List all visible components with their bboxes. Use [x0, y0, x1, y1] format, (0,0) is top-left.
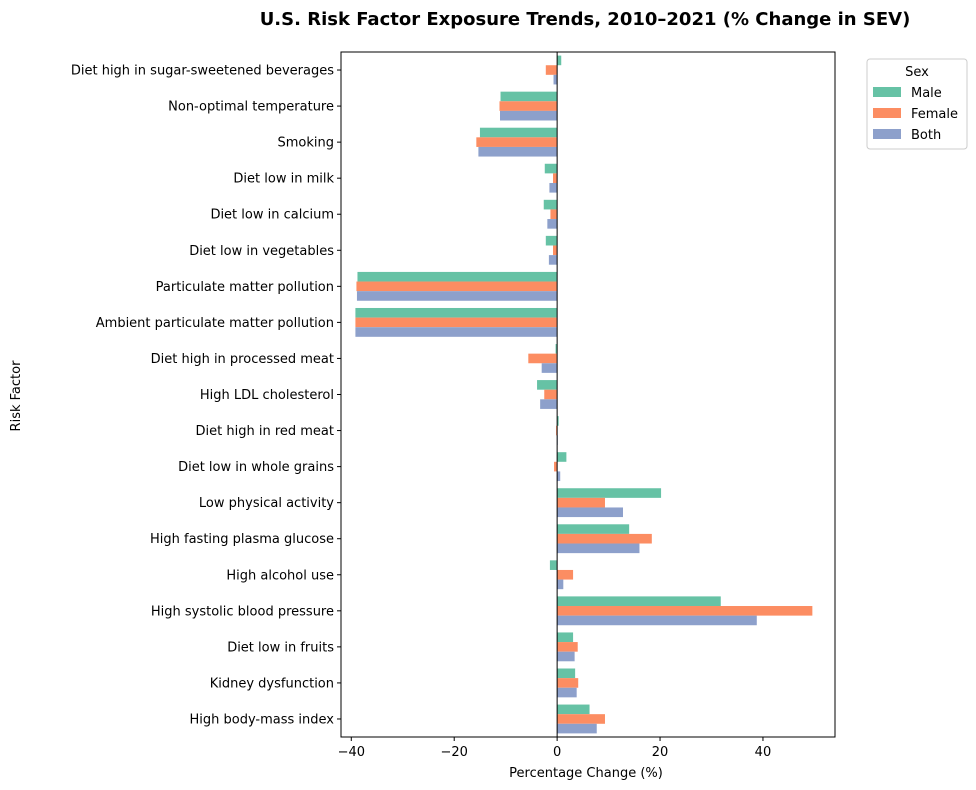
y-tick-label: Low physical activity	[199, 496, 334, 511]
plot-frame	[340, 51, 836, 738]
bar-female-11	[554, 461, 558, 472]
axes-layer: Diet high in sugar-sweetened beverages No…	[71, 51, 836, 760]
bar-male-2	[479, 127, 558, 138]
y-tick-label: High fasting plasma glucose	[150, 532, 334, 547]
bar-both-6	[356, 291, 558, 301]
legend-swatch-both	[873, 129, 901, 139]
bar-female-1	[499, 101, 558, 111]
bar-both-18	[557, 723, 597, 734]
y-tick-label: Non-optimal temperature	[168, 100, 334, 115]
bar-female-17	[557, 678, 579, 688]
legend-swatch-female	[873, 108, 901, 118]
bar-male-0	[557, 55, 562, 66]
y-tick-label: Kidney dysfunction	[210, 676, 334, 691]
bar-female-6	[356, 281, 558, 292]
bar-female-9	[544, 389, 558, 400]
y-tick-label: High LDL cholesterol	[200, 388, 334, 403]
bar-female-10	[556, 425, 558, 436]
bar-both-13	[557, 543, 640, 554]
bar-male-13	[557, 524, 630, 534]
bar-male-9	[537, 380, 558, 390]
bar-female-15	[557, 606, 813, 616]
bar-both-1	[500, 110, 558, 121]
bar-female-5	[553, 245, 558, 256]
bar-both-8	[541, 363, 558, 373]
bar-male-11	[557, 452, 567, 462]
bar-female-0	[545, 65, 558, 75]
bar-female-18	[557, 714, 605, 724]
y-axis-label: Risk Factor	[9, 360, 24, 432]
legend-box	[866, 58, 968, 150]
bar-female-4	[550, 209, 558, 220]
bar-female-12	[557, 497, 605, 508]
y-tick-label: Diet high in processed meat	[151, 352, 334, 367]
bar-male-12	[557, 488, 662, 498]
bar-male-4	[543, 199, 558, 210]
y-tick-label: Diet high in sugar-sweetened beverages	[71, 64, 334, 79]
x-tick-label: 40	[755, 745, 772, 760]
bar-male-1	[500, 91, 558, 102]
chart-title: U.S. Risk Factor Exposure Trends, 2010–2…	[260, 9, 911, 30]
y-tick-label: Diet low in whole grains	[178, 460, 334, 475]
bar-both-7	[355, 327, 558, 337]
bar-male-7	[355, 307, 558, 318]
legend-title: Sex	[905, 65, 929, 80]
bar-female-3	[553, 173, 558, 183]
bar-male-18	[557, 704, 590, 715]
bar-both-5	[548, 255, 558, 265]
legend-swatch-male	[873, 87, 901, 97]
bars-layer	[355, 55, 813, 734]
bar-both-15	[557, 615, 757, 626]
legend-label-male: Male	[911, 86, 942, 101]
bar-both-9	[540, 399, 558, 409]
y-tick-label: Diet low in calcium	[210, 208, 334, 223]
y-tick-label: Diet low in fruits	[227, 640, 334, 655]
x-tick-label: 20	[652, 745, 669, 760]
bar-male-8	[555, 344, 558, 354]
bar-male-15	[557, 596, 721, 607]
bar-male-5	[545, 235, 558, 246]
bar-both-14	[557, 579, 564, 590]
y-tick-label: Particulate matter pollution	[156, 280, 334, 295]
bar-male-16	[557, 632, 574, 643]
bar-both-3	[549, 182, 558, 193]
y-tick-label: High systolic blood pressure	[151, 604, 334, 619]
legend-label-female: Female	[911, 107, 958, 122]
x-tick-label: 0	[553, 745, 561, 760]
bar-male-3	[544, 163, 558, 174]
bar-male-6	[357, 271, 558, 282]
bar-female-7	[355, 317, 558, 328]
y-tick-label: High alcohol use	[226, 568, 334, 583]
bar-both-16	[557, 651, 575, 662]
bar-both-17	[557, 687, 577, 698]
bar-female-13	[557, 533, 652, 544]
bar-female-16	[557, 642, 578, 652]
bar-both-0	[553, 74, 558, 85]
x-tick-label: −20	[440, 745, 467, 760]
bar-female-14	[557, 569, 574, 580]
bar-both-12	[557, 507, 623, 518]
y-tick-label: Diet low in vegetables	[189, 244, 334, 259]
y-tick-label: Diet low in milk	[233, 172, 334, 187]
y-tick-label: Diet high in red meat	[196, 424, 334, 439]
bar-both-4	[547, 219, 558, 229]
legend-label-both: Both	[911, 128, 941, 143]
y-tick-label: Ambient particulate matter pollution	[96, 316, 334, 331]
bar-both-11	[557, 471, 561, 482]
bar-female-2	[476, 137, 558, 147]
bar-both-2	[478, 146, 558, 157]
x-tick-label: −40	[338, 745, 365, 760]
bar-female-8	[528, 353, 558, 364]
bar-male-14	[549, 560, 558, 570]
legend: Sex Male Female Both	[866, 58, 968, 150]
y-tick-label: High body-mass index	[190, 712, 335, 727]
bar-male-17	[557, 668, 576, 679]
x-axis-label: Percentage Change (%)	[509, 766, 663, 781]
y-tick-label: Smoking	[277, 136, 334, 151]
bar-male-10	[557, 416, 559, 426]
